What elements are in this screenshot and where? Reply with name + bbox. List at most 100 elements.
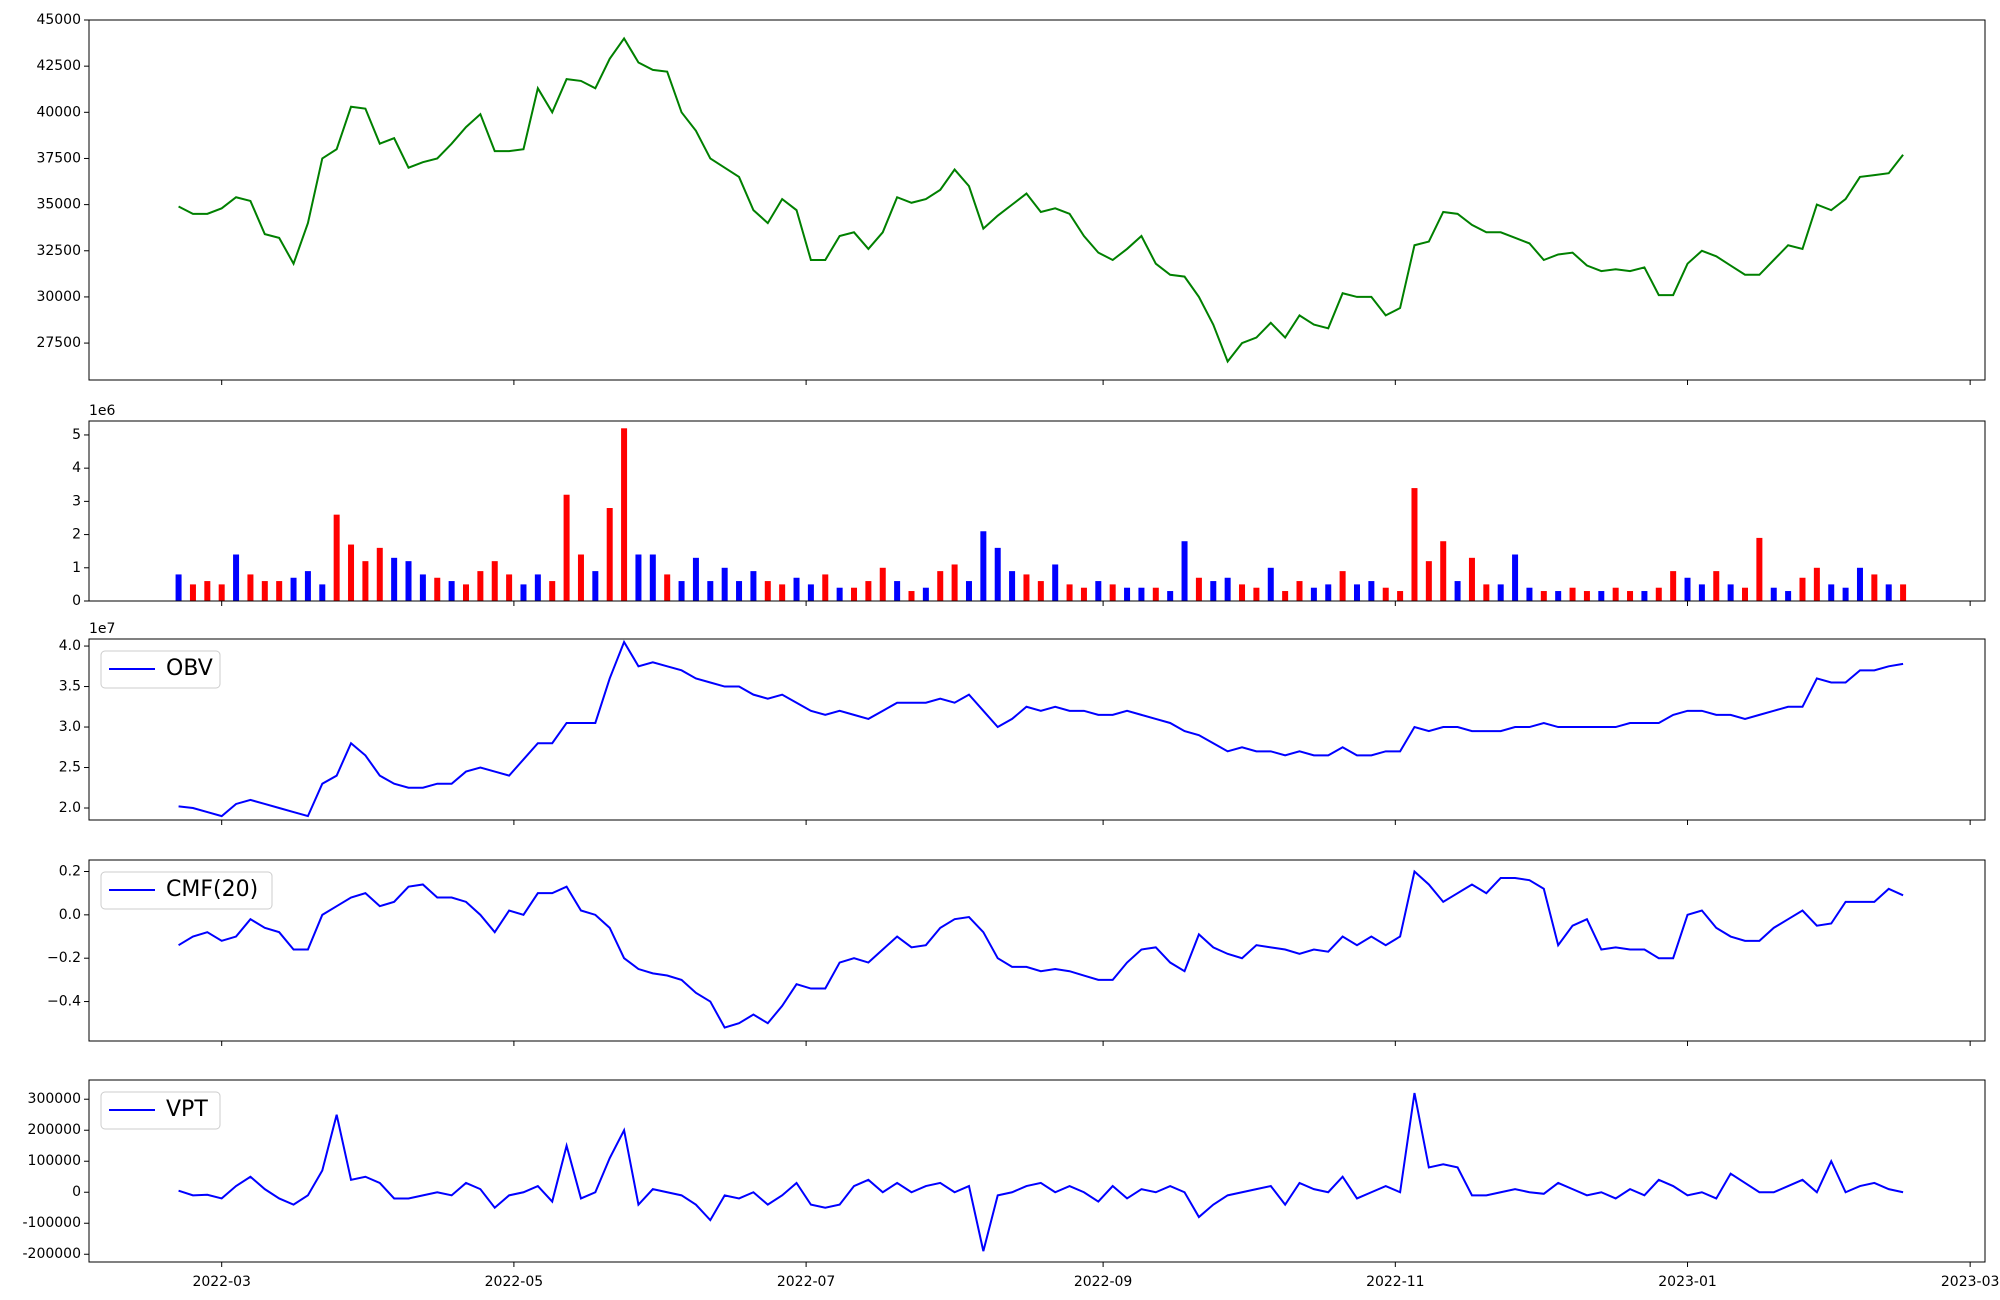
bar — [937, 571, 944, 601]
bar — [1109, 584, 1116, 601]
bar — [879, 567, 886, 601]
bar — [980, 531, 987, 601]
bar — [664, 574, 671, 601]
line — [178, 36, 1904, 364]
bar — [391, 557, 398, 601]
legend-label: VPT — [166, 1097, 208, 1122]
bar — [1526, 587, 1533, 601]
bar — [692, 557, 699, 601]
bar — [1468, 557, 1475, 601]
bar — [1756, 537, 1763, 601]
y-tick-label: 3.5 — [59, 679, 81, 695]
plot-frame — [88, 859, 1986, 1042]
bar — [506, 574, 513, 601]
bar — [218, 584, 225, 601]
y-tick-label: 5 — [72, 427, 81, 443]
bar — [247, 574, 254, 601]
bar — [1368, 581, 1375, 601]
y-tick-label: -200000 — [23, 1246, 82, 1262]
bar — [1267, 567, 1274, 601]
bar — [1742, 587, 1749, 601]
bar — [894, 581, 901, 601]
bar — [1641, 591, 1648, 601]
y-tick-label: −0.2 — [47, 950, 81, 966]
bar — [822, 574, 829, 601]
bar — [1670, 571, 1677, 601]
bar — [405, 561, 412, 601]
bar — [1052, 564, 1059, 601]
bar — [1037, 581, 1044, 601]
bar — [1583, 591, 1590, 601]
x-tick-label: 2022-03 — [192, 1274, 251, 1290]
bar — [1483, 584, 1490, 601]
bar — [851, 587, 858, 601]
bar — [922, 587, 929, 601]
bar — [362, 561, 369, 601]
y-tick-label: -100000 — [23, 1215, 82, 1231]
bar — [175, 574, 182, 601]
bar — [434, 577, 441, 601]
y-tick-label: 0.2 — [59, 863, 81, 879]
bar — [1138, 587, 1145, 601]
bar — [779, 584, 786, 601]
bar — [1224, 577, 1231, 601]
legend-label: OBV — [166, 656, 213, 681]
bar — [1353, 584, 1360, 601]
legend: OBV — [100, 650, 221, 689]
plot-frame — [88, 638, 1986, 821]
bar — [1900, 584, 1907, 601]
y-tick-label: 200000 — [28, 1122, 81, 1138]
bar — [1497, 584, 1504, 601]
bar — [563, 494, 570, 601]
bar — [319, 584, 326, 601]
y-tick-label: 2.5 — [59, 760, 81, 776]
bar — [1627, 591, 1634, 601]
y-tick-label: 32500 — [36, 243, 81, 259]
bar — [965, 581, 972, 601]
bar — [678, 581, 685, 601]
panel: -200000 -100000 0 100000 200000 300000 2022-03… — [23, 1079, 1999, 1290]
legend-box — [100, 871, 273, 910]
bar — [1397, 591, 1404, 601]
bar — [1023, 574, 1030, 601]
bar — [419, 574, 426, 601]
bar — [1210, 581, 1217, 601]
bar — [491, 561, 498, 601]
bar — [1785, 591, 1792, 601]
y-tick-label: 45000 — [36, 12, 81, 28]
bar — [836, 587, 843, 601]
bar — [1555, 591, 1562, 601]
y-tick-label: 0 — [72, 593, 81, 609]
y-tick-label: 30000 — [36, 289, 81, 305]
y-tick-label: 27500 — [36, 335, 81, 351]
plot-frame — [88, 19, 1986, 381]
bar — [1540, 591, 1547, 601]
bar — [1310, 587, 1317, 601]
bar — [649, 554, 656, 601]
y-tick-label: 1 — [72, 560, 81, 576]
bar — [577, 554, 584, 601]
y-tick-label: 4.0 — [59, 638, 81, 654]
bar — [736, 581, 743, 601]
y-tick-label: 0.0 — [59, 907, 81, 923]
bar — [333, 514, 340, 601]
bar — [233, 554, 240, 601]
bar — [707, 581, 714, 601]
bar — [994, 547, 1001, 601]
x-tick-label: 2022-05 — [485, 1274, 544, 1290]
bar — [1066, 584, 1073, 601]
bar — [1813, 567, 1820, 601]
bar — [1296, 581, 1303, 601]
bar — [908, 591, 915, 601]
bar — [204, 581, 211, 601]
y-tick-label: 100000 — [28, 1153, 81, 1169]
plot-frame — [88, 1079, 1986, 1263]
bar — [261, 581, 268, 601]
panel: 27500 30000 32500 35000 37500 40000 42500 45000 — [36, 12, 1986, 385]
bar — [951, 564, 958, 601]
bar — [1713, 571, 1720, 601]
bar — [1239, 584, 1246, 601]
legend-box — [100, 650, 221, 689]
bar — [1195, 577, 1202, 601]
legend: VPT — [100, 1091, 221, 1130]
